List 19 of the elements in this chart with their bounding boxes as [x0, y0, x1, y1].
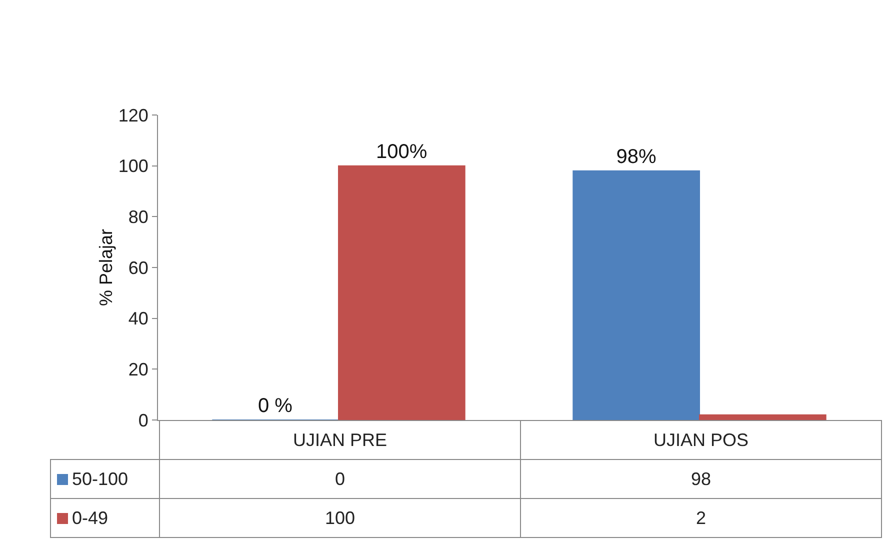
- text: 100: [160, 498, 520, 538]
- x-tick-label: UJIAN POS: [520, 420, 882, 460]
- y-tick-label: 100: [118, 156, 148, 176]
- data-label: 98%: [616, 146, 656, 168]
- text: 0: [160, 460, 520, 498]
- legend-label: 50-100: [72, 468, 128, 488]
- text: 2: [520, 498, 882, 538]
- x-tick-label: UJIAN PRE: [160, 420, 520, 460]
- y-tick-label: 0: [138, 410, 148, 430]
- y-axis-title: % Pelajar: [96, 228, 116, 306]
- y-tick-label: 20: [128, 359, 148, 380]
- text: 98: [520, 460, 882, 498]
- legend-label: 0-49: [72, 508, 108, 528]
- y-tick-label: 80: [128, 206, 148, 227]
- data-label: 0 %: [258, 395, 293, 417]
- y-tick-label: 60: [128, 258, 148, 278]
- y-tick-label: 40: [128, 308, 148, 329]
- y-tick-label: 120: [118, 105, 148, 126]
- data-label: 100%: [376, 140, 428, 163]
